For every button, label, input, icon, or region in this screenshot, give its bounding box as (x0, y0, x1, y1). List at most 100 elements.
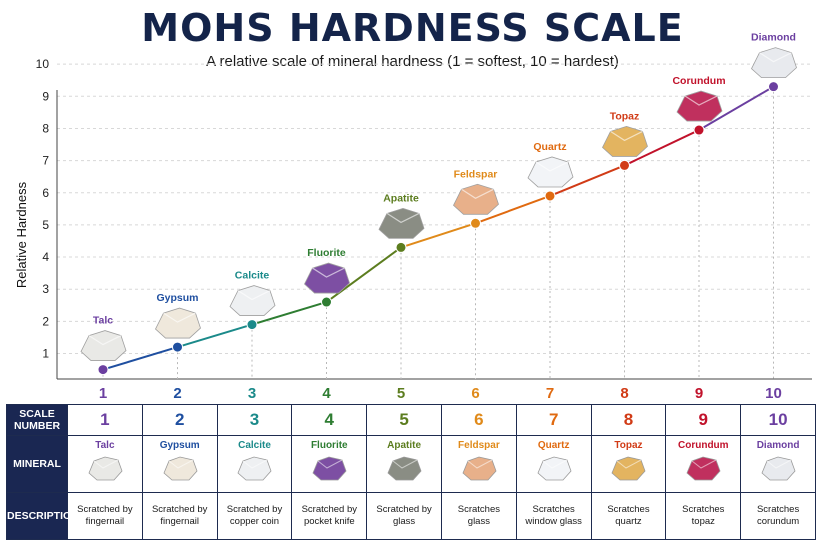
y-tick-label: 4 (42, 250, 49, 264)
mineral-specimen-icon (80, 330, 127, 361)
scale-number-cell: 5 (366, 404, 442, 436)
mineral-facet-highlight (684, 95, 718, 106)
mineral-specimen-icon (238, 456, 272, 481)
data-point-label: Feldspar (454, 168, 498, 180)
mineral-name: Corundum (678, 440, 729, 451)
mineral-specimen-icon (387, 456, 422, 481)
description-line: pocket knife (303, 516, 355, 527)
x-tick-label: 6 (471, 385, 479, 402)
series-line-segment (698, 85, 775, 131)
series-line-segment (102, 346, 178, 371)
data-point (768, 81, 779, 93)
mineral-name: Diamond (756, 440, 800, 451)
y-tick-label: 8 (42, 121, 49, 135)
scale-number-cell: 6 (440, 404, 517, 436)
description-header: DESCRIPTION (6, 492, 79, 540)
data-point-label: Corundum (672, 75, 725, 87)
y-tick-label: 7 (42, 154, 49, 168)
mineral-specimen-icon (88, 456, 123, 481)
mineral-specimen-icon (761, 456, 796, 481)
y-tick-label: 5 (42, 218, 49, 232)
mineral-facet-highlight (759, 52, 792, 63)
mineral-specimen-icon (527, 156, 574, 188)
description-row: DESCRIPTION Scratched by fingernail Scratc… (6, 492, 816, 540)
series-line-segment (400, 222, 476, 249)
description-line: Scratched by (151, 504, 208, 515)
mineral-specimen-icon (462, 456, 497, 481)
description-cell: Scratched by copper coin (216, 492, 293, 540)
data-point (619, 159, 630, 171)
mineral-cell: Calcite (216, 435, 293, 493)
scale-number-cell: 2 (141, 404, 218, 436)
data-point (693, 124, 705, 136)
x-tick-label: 5 (397, 385, 405, 402)
x-tick-label: 4 (322, 385, 331, 402)
mineral-facet-highlight (461, 188, 494, 199)
mineral-specimen-icon (676, 90, 723, 122)
scale-number-cell: 3 (216, 404, 293, 436)
description-line: fingernail (85, 516, 125, 527)
mineral-cell: Gypsum (141, 435, 218, 493)
mineral-facet-highlight (386, 212, 420, 224)
data-point-label: Apatite (383, 192, 419, 204)
mineral-specimen-icon (602, 126, 648, 157)
mineral-name: Apatite (387, 440, 422, 451)
y-tick-label: 10 (36, 57, 50, 71)
description-line: Scratches (607, 504, 650, 515)
y-tick-label: 9 (42, 89, 49, 103)
description-line: glass (392, 516, 416, 527)
chart-subtitle: A relative scale of mineral hardness (1 … (206, 53, 619, 70)
description-line: glass (467, 516, 490, 527)
mineral-name: Fluorite (310, 440, 348, 451)
series-line-segment (549, 164, 625, 197)
mineral-facet-highlight (610, 130, 643, 142)
description-cell: Scratches window glass (515, 492, 592, 540)
data-point (395, 241, 407, 253)
mineral-specimen-icon (304, 262, 350, 294)
description-line: copper coin (229, 516, 280, 527)
mineral-name: Feldspar (458, 440, 500, 451)
description-line: Scratches (756, 504, 800, 515)
data-point (470, 217, 481, 229)
mineral-name: Talc (95, 440, 115, 451)
description-cell: Scratched by glass (366, 492, 442, 540)
data-point-label: Talc (93, 315, 113, 327)
description-line: corundum (756, 516, 800, 527)
scale-number-header: SCALE NUMBER (6, 404, 68, 436)
mineral-name: Topaz (614, 440, 643, 451)
series-line-segment (251, 301, 327, 326)
mineral-cell: Diamond (740, 435, 816, 493)
x-tick-label: 1 (99, 385, 107, 402)
data-point (172, 341, 183, 353)
description-cell: Scratched by pocket knife (291, 492, 368, 540)
mineral-cell: Corundum (665, 435, 742, 493)
description-line: Scratches (532, 504, 575, 515)
data-point (544, 190, 556, 202)
description-line: fingernail (160, 516, 199, 527)
mineral-cell: Topaz (590, 435, 667, 493)
mineral-cell: Feldspar (440, 435, 517, 493)
scale-number-cell: 4 (291, 404, 368, 436)
description-cell: Scratches corundum (740, 492, 816, 540)
mineral-specimen-icon (611, 456, 646, 481)
y-tick-label: 3 (42, 282, 49, 296)
description-cell: Scratches topaz (665, 492, 742, 540)
data-point-label: Quartz (533, 141, 566, 153)
mineral-specimen-icon (229, 285, 276, 316)
mineral-facet-highlight (237, 290, 271, 301)
mineral-cell: Fluorite (291, 435, 368, 493)
description-line: Scratched by (301, 504, 358, 515)
scale-number-cell: 1 (67, 404, 143, 436)
y-tick-label: 1 (42, 347, 49, 361)
data-point-label: Gypsum (156, 292, 198, 304)
mineral-specimen-icon (537, 456, 572, 481)
description-line: Scratches (457, 504, 500, 515)
data-point-label: Diamond (751, 32, 796, 44)
mineral-cell: Apatite (366, 435, 442, 493)
mineral-specimen-icon (453, 183, 499, 215)
scale-table: SCALE NUMBER 1 2 3 4 5 6 7 8 9 10 MINERAL Talc Gyps… (6, 404, 816, 540)
series-line-segment (624, 129, 700, 167)
description-cell: Scratches quartz (590, 492, 667, 540)
scale-number-cell: 8 (590, 404, 667, 436)
